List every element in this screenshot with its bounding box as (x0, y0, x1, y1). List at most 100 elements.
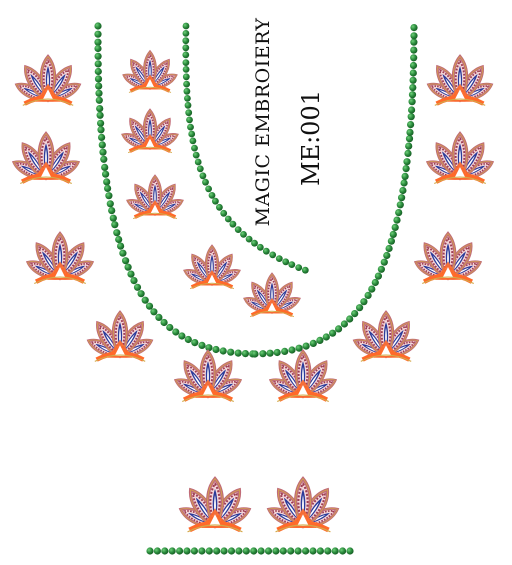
outer-bead-chain (98, 141, 106, 149)
inner-bead-chain (256, 243, 264, 251)
outer-bead-chain (191, 339, 199, 347)
outer-bead-chain (322, 333, 330, 341)
inner-bead-chain (187, 123, 194, 131)
bottom-bead-line (213, 547, 221, 555)
inner-bead-chain (183, 87, 191, 95)
outer-bead-chain (309, 339, 317, 347)
outer-bead-chain (335, 325, 343, 333)
outer-bead-chain (395, 209, 403, 217)
bottom-bead-line (309, 547, 317, 555)
inner-bead-chain (191, 144, 198, 152)
inner-bead-chain (182, 66, 190, 73)
bottom-bead-line (176, 547, 184, 555)
outer-bead-chain (410, 32, 418, 40)
bottom-bead-line (198, 547, 206, 555)
outer-bead-chain (130, 277, 138, 285)
outer-bead-chain (241, 350, 249, 358)
outer-bead-chain (405, 142, 413, 150)
inner-bead-chain (240, 231, 247, 238)
outer-bead-chain (391, 223, 399, 231)
paisley-fan-motif (413, 234, 483, 284)
outer-bead-chain (409, 69, 417, 77)
outer-bead-chain (408, 106, 416, 114)
outer-bead-chain (406, 128, 414, 136)
inner-bead-chain (212, 197, 219, 205)
outer-bead-chain (351, 310, 359, 318)
inner-bead-chain (182, 73, 190, 81)
inner-bead-chain (269, 251, 277, 259)
bottom-bead-line (324, 547, 332, 555)
outer-bead-chain (94, 60, 102, 68)
outer-bead-chain (141, 296, 149, 304)
bottom-bead-line (294, 547, 302, 555)
inner-bead-chain (182, 37, 190, 45)
outer-bead-chain (403, 158, 411, 166)
paisley-fan-motif (121, 110, 180, 152)
bottom-bead-line (205, 547, 213, 555)
outer-bead-chain (409, 84, 417, 92)
outer-bead-chain (380, 258, 388, 266)
outer-bead-chain (172, 328, 180, 336)
outer-bead-chain (145, 302, 154, 310)
inner-bead-chain (220, 209, 228, 217)
outer-bead-chain (266, 349, 274, 357)
outer-bead-chain (105, 192, 113, 200)
paisley-fan-motif (266, 479, 340, 532)
outer-bead-chain (281, 347, 289, 355)
outer-bead-chain (104, 184, 112, 192)
bottom-bead-line (257, 547, 265, 555)
paisley-fan-motif (183, 246, 242, 288)
inner-bead-chain (208, 192, 216, 199)
outer-bead-chain (374, 272, 382, 280)
inner-bead-chain (275, 255, 283, 262)
bottom-bead-line (302, 547, 310, 555)
inner-bead-chain (182, 59, 190, 66)
paisley-fan-motif (178, 479, 252, 532)
outer-bead-chain (109, 214, 117, 222)
inner-bead-chain (184, 95, 191, 102)
paisley-fan-motif (426, 57, 494, 106)
outer-bead-chain (98, 133, 106, 141)
outer-bead-chain (95, 82, 103, 90)
outer-bead-chain (329, 329, 337, 337)
outer-bead-chain (111, 221, 119, 229)
outer-bead-chain (184, 335, 192, 344)
inner-bead-chain (184, 101, 192, 109)
outer-bead-chain (393, 216, 401, 224)
outer-bead-chain (117, 242, 125, 250)
inner-bead-chain (188, 130, 196, 138)
bottom-bead-line (346, 547, 354, 555)
outer-bead-chain (404, 149, 412, 157)
bottom-bead-line (279, 547, 287, 555)
outer-bead-chain (227, 348, 235, 356)
bottom-bead-line (264, 547, 273, 555)
outer-bead-chain (302, 342, 310, 350)
bottom-bead-line (272, 547, 280, 555)
outer-bead-chain (115, 235, 123, 244)
inner-bead-chain (282, 258, 290, 266)
inner-bead-chain (199, 172, 207, 180)
inner-bead-chain (229, 220, 237, 228)
inner-bead-chain (192, 151, 200, 159)
outer-bead-chain (410, 24, 418, 32)
outer-bead-chain (133, 283, 142, 291)
outer-bead-chain (94, 38, 102, 46)
inner-bead-chain (251, 239, 258, 247)
outer-bead-chain (127, 270, 135, 278)
outer-bead-chain (103, 178, 111, 186)
outer-bead-chain (219, 347, 227, 355)
outer-bead-chain (408, 91, 417, 99)
paisley-fan-motif (25, 234, 95, 284)
outer-bead-chain (399, 186, 407, 195)
outer-bead-chain (95, 96, 103, 104)
outer-bead-chain (407, 121, 415, 129)
outer-bead-chain (212, 345, 220, 354)
inner-bead-chain (202, 178, 209, 186)
outer-bead-chain (398, 194, 406, 202)
outer-bead-chain (97, 126, 105, 134)
bottom-bead-line (183, 547, 191, 555)
inner-bead-chain (182, 44, 190, 52)
paisley-fan-motif (173, 352, 243, 402)
outer-bead-chain (340, 320, 348, 328)
